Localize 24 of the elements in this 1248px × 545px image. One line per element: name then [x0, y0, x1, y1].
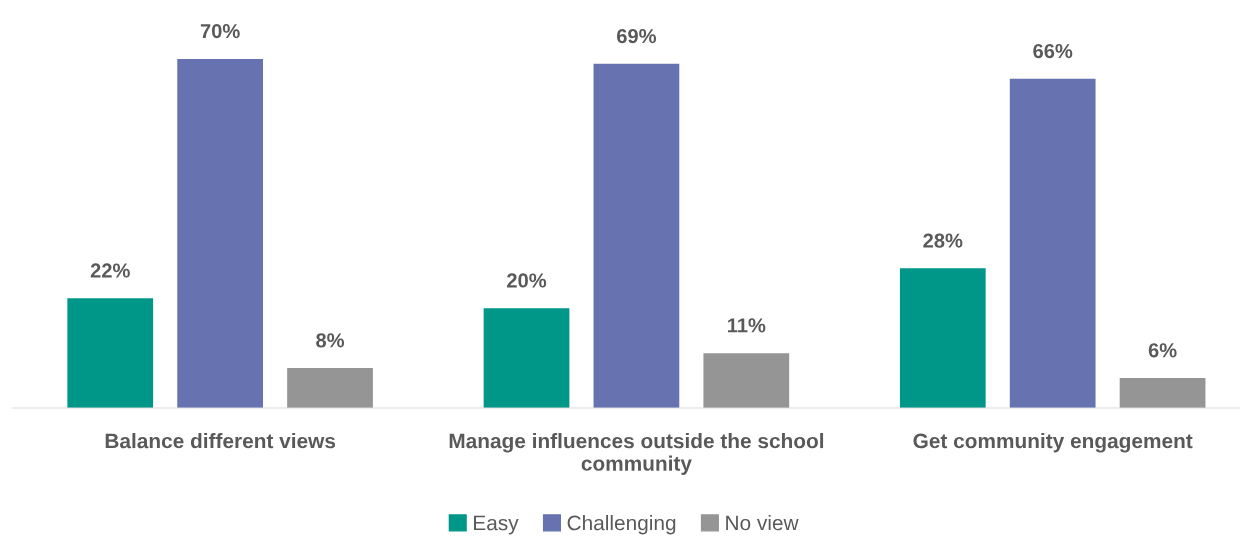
legend-label: Challenging — [567, 515, 676, 535]
bar — [899, 268, 986, 408]
bar — [177, 58, 264, 408]
data-label: 11% — [727, 318, 766, 333]
data-label: 20% — [507, 273, 547, 288]
x-tick-label: Balance different views — [105, 433, 336, 449]
bar — [1009, 78, 1096, 408]
x-tick-label: Manage influences outside the school community — [449, 433, 824, 475]
data-label: 70% — [200, 23, 240, 39]
bar — [703, 353, 790, 408]
bar — [287, 368, 373, 408]
legend-label: Easy — [474, 515, 519, 535]
bar — [593, 63, 680, 408]
data-label: 28% — [923, 233, 963, 248]
data-label: 6% — [1148, 343, 1177, 358]
data-label: 22% — [90, 263, 130, 278]
legend-label: No view — [726, 515, 799, 531]
data-label: 8% — [316, 333, 345, 348]
x-tick-label: Get community engagement — [913, 433, 1193, 453]
bar — [483, 308, 570, 408]
bar — [67, 298, 154, 408]
data-label: 66% — [1033, 43, 1073, 59]
data-label: 69% — [616, 28, 657, 44]
bar — [1119, 378, 1206, 408]
